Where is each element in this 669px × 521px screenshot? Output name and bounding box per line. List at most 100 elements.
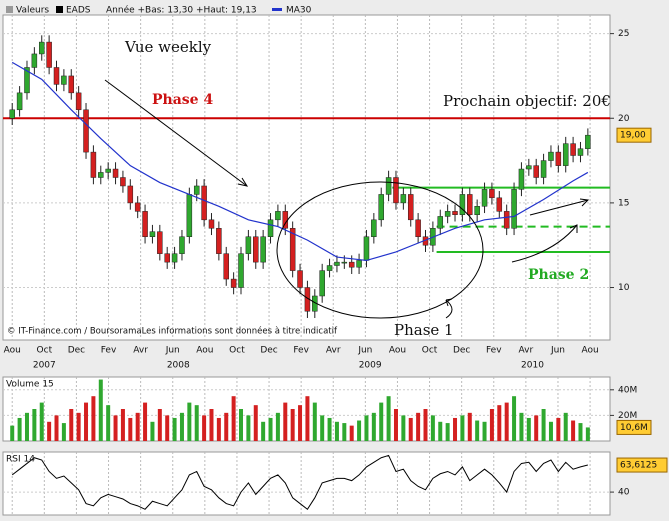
candle-body <box>149 231 156 237</box>
volume-bar <box>541 409 546 441</box>
y-tick-label: 40M <box>618 385 637 395</box>
volume-bar <box>224 412 229 441</box>
x-tick-label: Jun <box>550 346 565 356</box>
candle-body <box>437 216 444 229</box>
candle-body <box>83 109 89 153</box>
candle-body <box>179 236 185 254</box>
x-tick-label: Fev <box>486 346 502 356</box>
volume-bar <box>290 409 295 441</box>
candle-body <box>38 41 45 55</box>
copyright: © IT-Finance.com / BoursoramaLes informa… <box>7 326 338 337</box>
x-tick-label: Aou <box>389 346 406 356</box>
last-value-label: 63,6125 <box>620 461 657 471</box>
candle-body <box>356 260 362 268</box>
candle-body <box>253 236 259 263</box>
volume-bar <box>497 405 502 441</box>
volume-bar <box>150 421 155 441</box>
volume-bar <box>84 402 89 441</box>
volume-bar <box>165 415 170 441</box>
candle-body <box>16 92 23 111</box>
volume-bar <box>334 421 339 441</box>
candle-body <box>481 189 488 207</box>
volume-bar <box>504 402 509 441</box>
candle-body <box>53 67 60 85</box>
annotation: Prochain objectif: 20€ <box>443 92 611 110</box>
candle-body <box>334 261 340 266</box>
volume-bar <box>47 421 52 441</box>
candle-body <box>267 219 274 237</box>
candle-body <box>134 202 141 212</box>
candle-body <box>164 253 170 263</box>
candle-body <box>526 165 532 170</box>
volume-bar <box>312 402 317 441</box>
y-tick-label: 20M <box>618 411 637 421</box>
volume-bar <box>534 415 539 441</box>
candle-body <box>585 134 591 149</box>
volume-bar <box>320 415 325 441</box>
volume-bar <box>187 402 192 441</box>
volume-bar <box>453 417 458 441</box>
volume-bar <box>24 412 29 441</box>
volume-bar <box>482 421 487 441</box>
x-tick-label: Oct <box>422 346 438 356</box>
x-tick-label: Jun <box>165 346 180 356</box>
candle-body <box>393 177 399 204</box>
volume-bar <box>349 425 354 441</box>
volume-bar <box>76 412 81 441</box>
candle-body <box>9 109 15 119</box>
volume-bar <box>91 396 96 441</box>
arrow-head <box>569 224 578 233</box>
x-tick-label: Fev <box>293 346 309 356</box>
candle-body <box>540 160 547 178</box>
candle-body <box>467 194 473 215</box>
header-symbol: EADS <box>66 6 91 16</box>
volume-bar <box>231 396 236 441</box>
arrow-head <box>445 298 453 307</box>
x-tick-label: Avr <box>133 346 148 356</box>
volume-bar <box>202 415 207 441</box>
volume-bar <box>39 402 44 441</box>
y-tick-label: 20 <box>618 114 630 124</box>
x-tick-label: Oct <box>229 346 245 356</box>
volume-bar <box>475 420 480 441</box>
annotation: Phase 4 <box>152 92 213 108</box>
candle-body <box>577 148 584 156</box>
volume-bar <box>408 417 413 441</box>
candle-body <box>415 219 421 237</box>
x-tick-label: Dec <box>260 346 277 356</box>
volume-bar <box>246 415 251 441</box>
volume-bar <box>305 396 310 441</box>
candle-body <box>238 253 244 288</box>
candle-body <box>319 270 325 297</box>
rsi-line <box>11 454 588 511</box>
candle-body <box>46 41 52 68</box>
candle-body <box>230 278 237 288</box>
annotation: Vue weekly <box>124 38 212 56</box>
candle-body <box>289 228 296 271</box>
candle-body <box>24 67 30 94</box>
volume-bar <box>157 409 162 441</box>
volume-bar <box>143 402 148 441</box>
candle-body <box>562 143 569 166</box>
x-tick-label: Avr <box>326 346 341 356</box>
volume-bar <box>519 412 524 441</box>
volume-bar <box>467 412 472 441</box>
rsi-title: RSI 14 <box>6 455 35 465</box>
x-tick-label: Oct <box>37 346 53 356</box>
year-label: 2009 <box>359 361 382 371</box>
candle-body <box>474 206 480 215</box>
ma-line <box>11 61 589 262</box>
volume-bar <box>69 409 74 441</box>
y-tick-label: 10 <box>618 283 630 293</box>
candle-body <box>459 194 466 215</box>
arrow <box>511 224 578 263</box>
legend-swatch <box>6 6 13 13</box>
legend-swatch <box>56 6 63 13</box>
candle-body <box>171 253 178 263</box>
volume-bar <box>172 417 177 441</box>
candle-body <box>120 177 126 187</box>
candle-body <box>193 185 200 195</box>
candle-body <box>363 236 370 261</box>
ellipse <box>276 181 484 319</box>
